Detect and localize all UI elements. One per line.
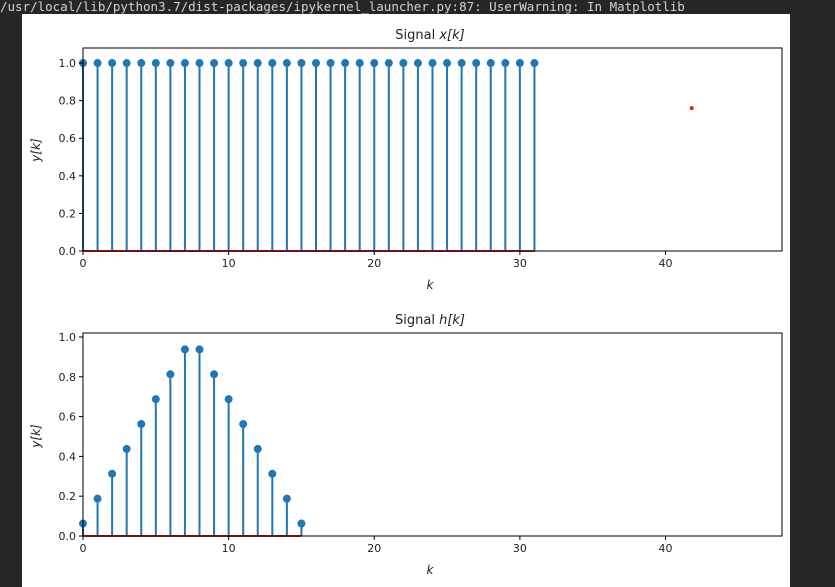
top-ytick-label: 0.8 (59, 95, 77, 108)
top-ytick-label: 0.2 (59, 207, 77, 220)
top-stem-marker (239, 59, 248, 68)
bottom-stem-marker (268, 469, 277, 478)
warning-text: /usr/local/lib/python3.7/dist-packages/i… (0, 0, 685, 14)
bottom-xtick-label: 30 (513, 542, 527, 555)
top-chart-title: Signal x[k] (395, 28, 464, 43)
top-title-base: Signal (395, 28, 439, 43)
top-stem-marker (355, 59, 364, 68)
top-plot-area (79, 59, 694, 252)
bottom-ytick-label: 0.6 (59, 411, 77, 424)
top-stem-marker (224, 59, 233, 68)
top-xtick-label: 10 (222, 257, 236, 270)
top-stem-marker (413, 59, 422, 68)
bottom-stem-marker (151, 395, 160, 404)
bottom-ytick-label: 0.0 (59, 530, 77, 543)
top-chart: Signal x[k] k y[k] 0 10 20 30 40 0.0 0.2 0.4 0.6… (29, 28, 783, 292)
bottom-stem-marker (93, 494, 102, 503)
output-edge (776, 584, 790, 587)
bottom-ticks: 0 10 20 30 40 0.0 0.2 0.4 0.6 0.8 1.0 (59, 331, 673, 555)
bottom-xtick-label: 40 (659, 542, 673, 555)
top-xtick-label: 40 (659, 257, 673, 270)
top-stem-marker (457, 59, 466, 68)
bottom-stem-marker (108, 469, 117, 478)
top-stem-marker (312, 59, 320, 68)
bottom-stem-marker (122, 444, 131, 453)
top-stem-marker (443, 59, 452, 68)
bottom-stem-marker (210, 370, 219, 379)
top-stem-marker (384, 59, 393, 68)
bottom-title-base: Signal (395, 313, 439, 328)
top-stem-marker (151, 59, 160, 68)
bottom-ytick-label: 0.4 (59, 450, 77, 463)
top-ytick-label: 1.0 (59, 57, 77, 70)
bottom-stem-marker (224, 395, 233, 404)
top-stem-marker (530, 59, 539, 68)
top-stem-marker (180, 59, 189, 68)
top-xtick-label: 30 (513, 257, 527, 270)
top-stem-marker (370, 59, 379, 68)
bottom-ytick-label: 0.8 (59, 371, 77, 384)
top-ytick-label: 0.0 (59, 245, 77, 258)
top-title-math: x[k] (438, 28, 464, 43)
top-ticks: 0 10 20 30 40 0.0 0.2 0.4 0.6 0.8 1.0 (59, 57, 673, 270)
top-stem-marker (428, 59, 437, 68)
top-stem-marker (399, 59, 408, 68)
top-axes-frame (82, 47, 783, 252)
bottom-axes-frame (82, 332, 783, 537)
bottom-xtick-label: 10 (222, 542, 236, 555)
bottom-stem-marker (166, 370, 175, 379)
bottom-stem-marker (253, 444, 262, 453)
top-stem-marker (195, 59, 204, 68)
top-stem-marker (253, 59, 262, 68)
top-xlabel: k (427, 278, 435, 292)
top-stem-marker (472, 59, 481, 68)
bottom-plot-area (79, 345, 306, 537)
bottom-title-math: h[k] (439, 313, 465, 328)
bottom-ytick-label: 0.2 (59, 490, 77, 503)
top-stem-marker (297, 59, 306, 68)
notebook-output-area (22, 14, 790, 587)
bottom-stem-marker (180, 345, 189, 354)
bottom-stem-marker (195, 345, 204, 354)
top-stem-marker (166, 59, 175, 68)
top-stem-marker (282, 59, 291, 68)
bottom-chart-title: Signal h[k] (395, 313, 465, 328)
top-extra-point (689, 106, 694, 111)
bottom-stem-marker (239, 420, 248, 429)
bottom-chart: Signal h[k] k y[k] 0 10 20 30 40 0.0 0.2 0.4 0.6… (29, 313, 783, 577)
top-ytick-label: 0.4 (59, 170, 77, 183)
top-stem-marker (108, 59, 117, 68)
top-stem-marker (268, 59, 277, 68)
top-stem-marker (122, 59, 131, 68)
top-stem-marker (137, 59, 146, 68)
bottom-xtick-label: 20 (367, 542, 381, 555)
bottom-stem-marker (282, 494, 291, 503)
top-ytick-label: 0.6 (59, 132, 77, 145)
top-stem-marker (210, 59, 219, 68)
top-stem-marker (341, 59, 350, 68)
top-stem-marker (501, 59, 510, 68)
top-stem-marker (93, 59, 102, 68)
bottom-ytick-label: 1.0 (59, 331, 77, 344)
top-stem-marker (515, 59, 524, 68)
bottom-xtick-label: 0 (80, 542, 87, 555)
bottom-ylabel: y[k] (29, 424, 43, 449)
bottom-stem-marker (137, 420, 146, 429)
top-stem-marker (486, 59, 495, 68)
top-ylabel: y[k] (29, 138, 43, 163)
top-xtick-label: 20 (367, 257, 381, 270)
bottom-stem-marker (297, 519, 306, 528)
top-xtick-label: 0 (80, 257, 87, 270)
top-stem-marker (326, 59, 335, 68)
bottom-xlabel: k (427, 563, 435, 577)
